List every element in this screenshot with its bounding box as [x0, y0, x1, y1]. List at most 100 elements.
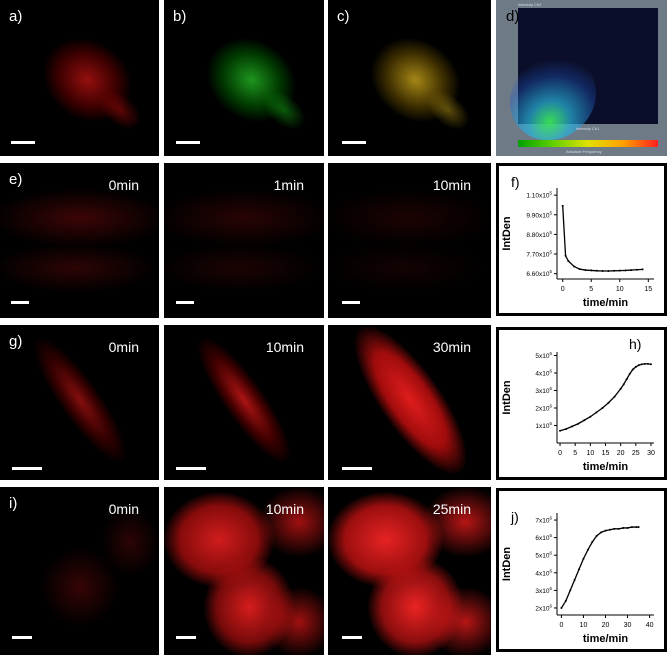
data-point	[578, 568, 581, 571]
panel-d-colocalization-scatter: Intensity Ch2 Intensity Ch1 Absolute Fre…	[496, 0, 667, 156]
cell-body	[259, 487, 324, 557]
data-point	[628, 372, 631, 375]
data-point	[573, 265, 576, 268]
panel-a-red-channel: a)	[0, 0, 159, 156]
y-tick-label: 6x106	[535, 533, 552, 542]
y-axis-label: IntDen	[501, 216, 513, 251]
cell-body	[423, 487, 491, 557]
time-stamp: 25min	[432, 501, 471, 517]
data-point	[604, 529, 607, 532]
scale-bar	[11, 141, 35, 144]
data-point	[607, 269, 610, 272]
y-tick-label: 4x106	[535, 369, 552, 378]
panel-label: c)	[337, 8, 350, 25]
cell-body	[100, 507, 159, 577]
data-point	[571, 425, 574, 428]
scale-bar	[342, 636, 362, 639]
panel-g-10min: 10min	[164, 325, 324, 480]
panel-c-merged: c)	[328, 0, 491, 156]
cell-body	[328, 243, 488, 293]
data-point	[590, 269, 593, 272]
x-tick-label: 0	[558, 450, 562, 457]
time-stamp: 0min	[108, 501, 139, 517]
panel-g-30min: 30min	[328, 325, 491, 480]
panel-b-green-channel: b)	[164, 0, 324, 156]
data-point	[564, 254, 567, 257]
panel-label: h)	[629, 336, 642, 352]
data-point	[637, 364, 640, 367]
scatter-cloud	[496, 38, 614, 156]
data-point	[601, 407, 604, 409]
time-stamp: 30min	[432, 339, 471, 355]
x-tick-label: 30	[624, 622, 632, 629]
panel-i-0min: i) 0min	[0, 487, 159, 655]
cell-body	[264, 587, 324, 655]
panel-j-intden-graph: 0 10 20 30 40 2x106 3x106 4x106 5x106 6x106 7x106 t…	[496, 488, 667, 652]
panel-label: d)	[506, 8, 520, 25]
data-point	[619, 387, 622, 390]
panel-h-intden-graph: 0 5 10 15 20 25 30 1x106 2x106 3x106 4x106 5x106 tim…	[496, 327, 667, 480]
time-stamp: 0min	[108, 177, 139, 193]
x-axis-title: Intensity Ch1	[576, 126, 600, 131]
panel-i-10min: 10min	[164, 487, 324, 655]
data-point	[578, 268, 581, 271]
data-point	[595, 269, 598, 272]
colorbar	[518, 140, 658, 147]
x-tick-label: 10	[580, 622, 588, 629]
time-stamp: 0min	[108, 339, 139, 355]
x-axis-label: time/min	[583, 297, 629, 309]
data-point	[567, 260, 570, 263]
cell-body	[428, 587, 491, 655]
data-point	[595, 534, 598, 537]
scale-bar	[11, 301, 29, 304]
data-point	[591, 541, 594, 544]
cell-body	[328, 188, 491, 248]
y-tick-label: 5x106	[535, 551, 552, 560]
y-tick-label: 1.10x105	[526, 191, 552, 200]
y-axis-title: Intensity Ch2	[518, 2, 542, 7]
panel-label: f)	[511, 174, 520, 190]
data-point	[601, 269, 604, 272]
x-tick-label: 30	[647, 450, 655, 457]
colorbar-title: Absolute Frequency	[566, 149, 602, 154]
scale-bar	[342, 141, 366, 144]
data-point	[617, 527, 620, 530]
x-tick-label: 40	[646, 622, 654, 629]
data-point	[631, 368, 634, 371]
panel-label: e)	[9, 171, 23, 188]
data-point	[559, 429, 562, 432]
data-point	[613, 269, 616, 272]
series-line	[560, 526, 639, 609]
x-tick-label: 15	[644, 286, 652, 293]
y-tick-label: 3x106	[535, 586, 552, 595]
panel-i-25min: 25min	[328, 487, 491, 655]
data-point	[600, 531, 603, 534]
chart-j: 0 10 20 30 40 2x106 3x106 4x106 5x106 6x106 7x106 t…	[501, 513, 654, 645]
data-point	[608, 528, 611, 531]
x-tick-label: 25	[632, 450, 640, 457]
data-point	[613, 527, 616, 530]
panel-e-10min: 10min	[328, 163, 491, 318]
x-tick-label: 15	[602, 450, 610, 457]
panel-e-1min: 1min	[164, 163, 324, 318]
x-tick-label: 20	[602, 622, 610, 629]
x-axis-label: time/min	[583, 461, 629, 473]
x-tick-label: 5	[573, 450, 577, 457]
panel-g-0min: g) 0min	[0, 325, 159, 480]
data-point	[624, 269, 627, 272]
panel-label: i)	[9, 495, 18, 512]
data-point	[649, 363, 652, 366]
data-point	[607, 401, 610, 404]
data-point	[573, 578, 576, 581]
chart-f: 0 5 10 15 6.60x105 7.70x105 8.80x105 9.90x105 1.…	[501, 188, 654, 309]
y-tick-label: 6.60x105	[526, 269, 552, 278]
data-point	[618, 269, 621, 272]
y-tick-label: 2x106	[535, 603, 552, 612]
scale-bar	[342, 301, 360, 304]
x-tick-label: 10	[616, 286, 624, 293]
panel-label: j)	[511, 509, 519, 525]
x-axis-label: time/min	[583, 633, 629, 645]
time-stamp: 10min	[265, 501, 304, 517]
cell-body	[40, 547, 120, 627]
panel-label: a)	[9, 8, 23, 25]
